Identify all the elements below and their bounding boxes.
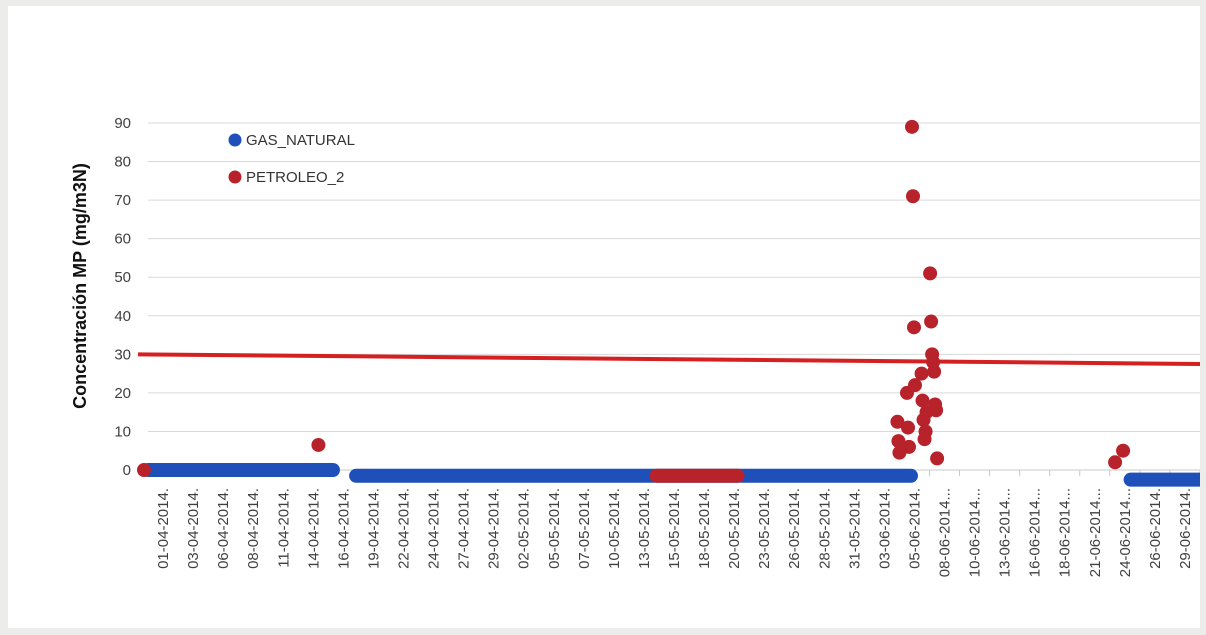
petroleo-2-point xyxy=(1116,443,1131,458)
scatter-chart: 0 10 20 30 40 50 60 70 80 90 01-04-2014. 03-04-201… xyxy=(70,115,1200,577)
x-tick-label: 06-04-2014. xyxy=(215,488,232,569)
y-tick-label: 60 xyxy=(114,231,131,248)
x-tick-label: 05-06-2014. xyxy=(906,488,923,569)
x-tick-label: 14-04-2014. xyxy=(305,488,322,569)
petroleo-2-point xyxy=(901,439,916,454)
x-tick-label: 31-05-2014. xyxy=(846,488,863,569)
petroleo-2-point xyxy=(923,266,938,281)
y-tick-label: 30 xyxy=(114,346,131,363)
petroleo-2-point xyxy=(905,189,920,204)
petroleo-2-point xyxy=(899,385,914,400)
x-tick-label: 26-05-2014. xyxy=(786,488,803,569)
x-tick-label: 16-04-2014. xyxy=(335,488,352,569)
petroleo-2-point xyxy=(930,451,945,466)
x-tick-label: 28-05-2014. xyxy=(816,488,833,569)
x-tick-label: 10-05-2014. xyxy=(606,488,623,569)
legend: GAS_NATURAL PETROLEO_2 xyxy=(228,132,355,186)
y-axis-label: Concentración MP (mg/m3N) xyxy=(70,163,90,409)
petroleo-2-point xyxy=(900,420,915,435)
y-tick-label: 40 xyxy=(114,308,131,325)
data-points xyxy=(137,119,1200,487)
x-tick-label: 18-05-2014. xyxy=(696,488,713,569)
petroleo-2-point xyxy=(311,437,326,452)
x-tick-label: 07-05-2014. xyxy=(576,488,593,569)
petroleo-2-point xyxy=(918,424,933,439)
petroleo-2-point xyxy=(137,463,151,477)
y-tick-label: 50 xyxy=(114,269,131,286)
y-tick-labels: 0 10 20 30 40 50 60 70 80 90 xyxy=(114,115,131,479)
y-tick-label: 70 xyxy=(114,192,131,209)
x-tick-label: 05-05-2014. xyxy=(546,488,563,569)
legend-label: GAS_NATURAL xyxy=(246,132,355,149)
x-tick-label: 08-04-2014. xyxy=(245,488,262,569)
x-tick-label: 01-04-2014. xyxy=(155,488,172,569)
reference-line xyxy=(137,352,1200,366)
x-tick-label: 22-04-2014. xyxy=(395,488,412,569)
petroleo-2-point xyxy=(890,414,905,429)
x-tick-labels: 01-04-2014. 03-04-2014. 06-04-2014. 08-04-2… xyxy=(155,488,1194,577)
chart-area: 0 10 20 30 40 50 60 70 80 90 01-04-2014. 03-04-201… xyxy=(8,6,1200,628)
x-tick-label: 26-06-2014. xyxy=(1147,488,1164,569)
legend-marker xyxy=(228,170,242,184)
legend-label: PETROLEO_2 xyxy=(246,169,344,186)
y-tick-label: 20 xyxy=(114,385,131,402)
y-tick-label: 10 xyxy=(114,423,131,440)
threshold-line xyxy=(137,352,1200,366)
petroleo-2-point xyxy=(904,119,919,134)
x-tick-label: 08-06-2014... xyxy=(937,488,954,577)
x-tick-label: 21-06-2014... xyxy=(1087,488,1104,577)
legend-marker xyxy=(228,133,242,147)
petroleo-2-point xyxy=(929,403,944,418)
x-tick-label: 24-04-2014. xyxy=(426,488,443,569)
y-tick-label: 90 xyxy=(114,115,131,132)
x-tick-label: 27-04-2014. xyxy=(456,488,473,569)
x-tick-label: 29-04-2014. xyxy=(486,488,503,569)
x-tick-label: 23-05-2014. xyxy=(756,488,773,569)
petroleo-2-point xyxy=(924,314,939,329)
x-tick-label: 18-06-2014... xyxy=(1057,488,1074,577)
y-tick-label: 0 xyxy=(123,462,131,479)
x-tick-label: 13-05-2014. xyxy=(636,488,653,569)
petroleo-2-point xyxy=(927,364,942,379)
x-tick-label: 29-06-2014. xyxy=(1177,488,1194,569)
petroleo-2-point xyxy=(915,393,930,408)
x-tick-label: 13-06-2014... xyxy=(997,488,1014,577)
x-tick-label: 10-06-2014... xyxy=(967,488,984,577)
petroleo-2-point xyxy=(1108,455,1123,470)
x-tick-label: 02-05-2014. xyxy=(516,488,533,569)
petroleo-2-point xyxy=(906,320,921,335)
petroleo-2-point xyxy=(891,434,906,449)
x-tick-label: 20-05-2014. xyxy=(726,488,743,569)
x-tick-label: 24-06-2014... xyxy=(1117,488,1134,577)
x-tick-label: 03-04-2014. xyxy=(185,488,202,569)
x-tick-label: 11-04-2014. xyxy=(275,488,292,568)
y-tick-label: 80 xyxy=(114,154,131,171)
x-tick-label: 15-05-2014. xyxy=(666,488,683,569)
x-tick-label: 03-06-2014. xyxy=(876,488,893,569)
x-tick-label: 16-06-2014... xyxy=(1027,488,1044,577)
x-tick-label: 19-04-2014. xyxy=(365,488,382,569)
petroleo-2-point xyxy=(914,366,929,381)
